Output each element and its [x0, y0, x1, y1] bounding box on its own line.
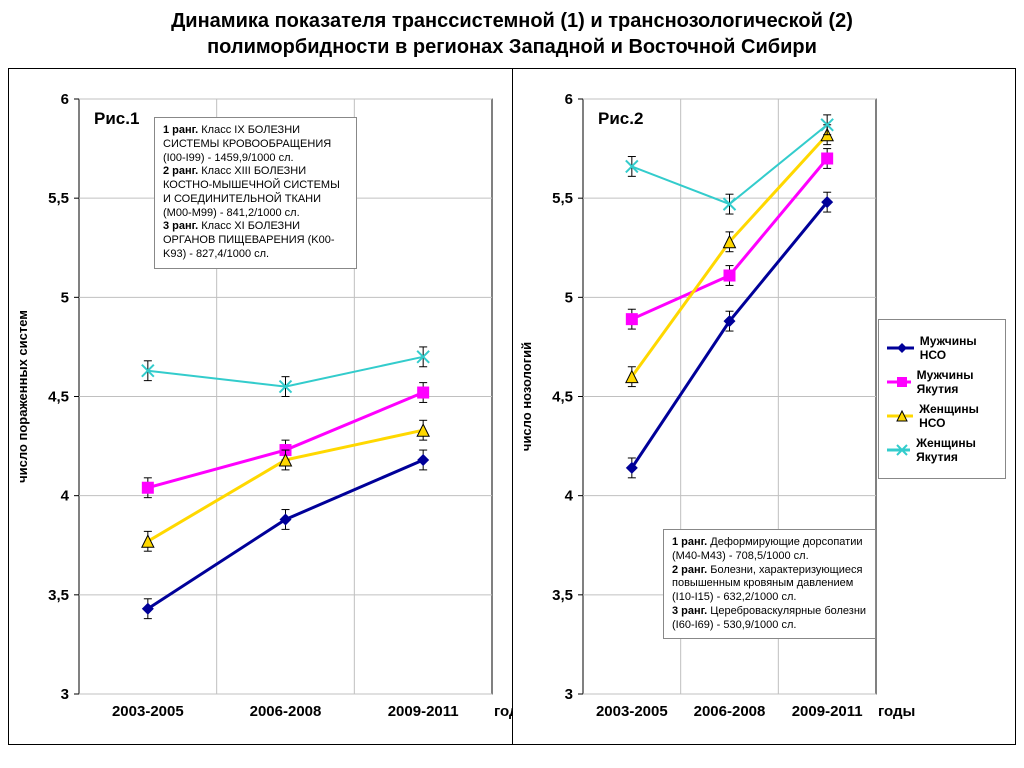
svg-text:4: 4 — [61, 488, 70, 505]
svg-text:число нозологий: число нозологий — [519, 342, 534, 451]
svg-text:3,5: 3,5 — [552, 587, 573, 604]
legend-item: Мужчины Якутия — [887, 368, 997, 396]
svg-text:Рис.1: Рис.1 — [94, 109, 139, 128]
svg-text:6: 6 — [61, 91, 69, 108]
legend-item: Женщины Якутия — [887, 436, 997, 464]
svg-text:2003-2005: 2003-2005 — [112, 703, 184, 720]
svg-text:2006-2008: 2006-2008 — [250, 703, 322, 720]
svg-text:5: 5 — [61, 289, 69, 306]
svg-text:годы: годы — [494, 703, 512, 720]
svg-text:5,5: 5,5 — [48, 190, 69, 207]
main-title: Динамика показателя транссистемной (1) и… — [0, 0, 1024, 64]
svg-text:6: 6 — [565, 91, 573, 108]
svg-text:Рис.2: Рис.2 — [598, 109, 643, 128]
legend-item: Мужчины НСО — [887, 334, 997, 362]
svg-text:5,5: 5,5 — [552, 190, 573, 207]
svg-text:4,5: 4,5 — [48, 389, 69, 406]
svg-text:4,5: 4,5 — [552, 389, 573, 406]
svg-text:2006-2008: 2006-2008 — [694, 703, 766, 720]
panel-2: 3 3,5 4 4,5 5 5,5 6 2003-2005 2006-2008 2009-2011… — [513, 69, 1016, 744]
svg-text:4: 4 — [565, 488, 574, 505]
svg-text:3: 3 — [565, 686, 573, 703]
rank-textbox: 1 ранг. Деформирующие дорсопатии (M40-M4… — [663, 529, 876, 639]
chart-panels: 3 3,5 4 4,5 5 5,5 6 2003-2005 2006-2008 2009-2011… — [8, 68, 1016, 745]
svg-text:годы: годы — [878, 703, 915, 720]
svg-text:2003-2005: 2003-2005 — [596, 703, 668, 720]
panel-1: 3 3,5 4 4,5 5 5,5 6 2003-2005 2006-2008 2009-2011… — [9, 69, 513, 744]
svg-text:5: 5 — [565, 289, 573, 306]
svg-text:2009-2011: 2009-2011 — [792, 703, 863, 720]
svg-text:2009-2011: 2009-2011 — [388, 703, 459, 720]
svg-text:3: 3 — [61, 686, 69, 703]
svg-text:число пораженных систем: число пораженных систем — [15, 310, 30, 483]
legend: Мужчины НСО Мужчины Якутия Женщины НСО Женщ… — [878, 319, 1006, 479]
legend-item: Женщины НСО — [887, 402, 997, 430]
rank-textbox: 1 ранг. Класс IX БОЛЕЗНИ СИСТЕМЫ КРОВООБ… — [154, 117, 357, 269]
svg-text:3,5: 3,5 — [48, 587, 69, 604]
